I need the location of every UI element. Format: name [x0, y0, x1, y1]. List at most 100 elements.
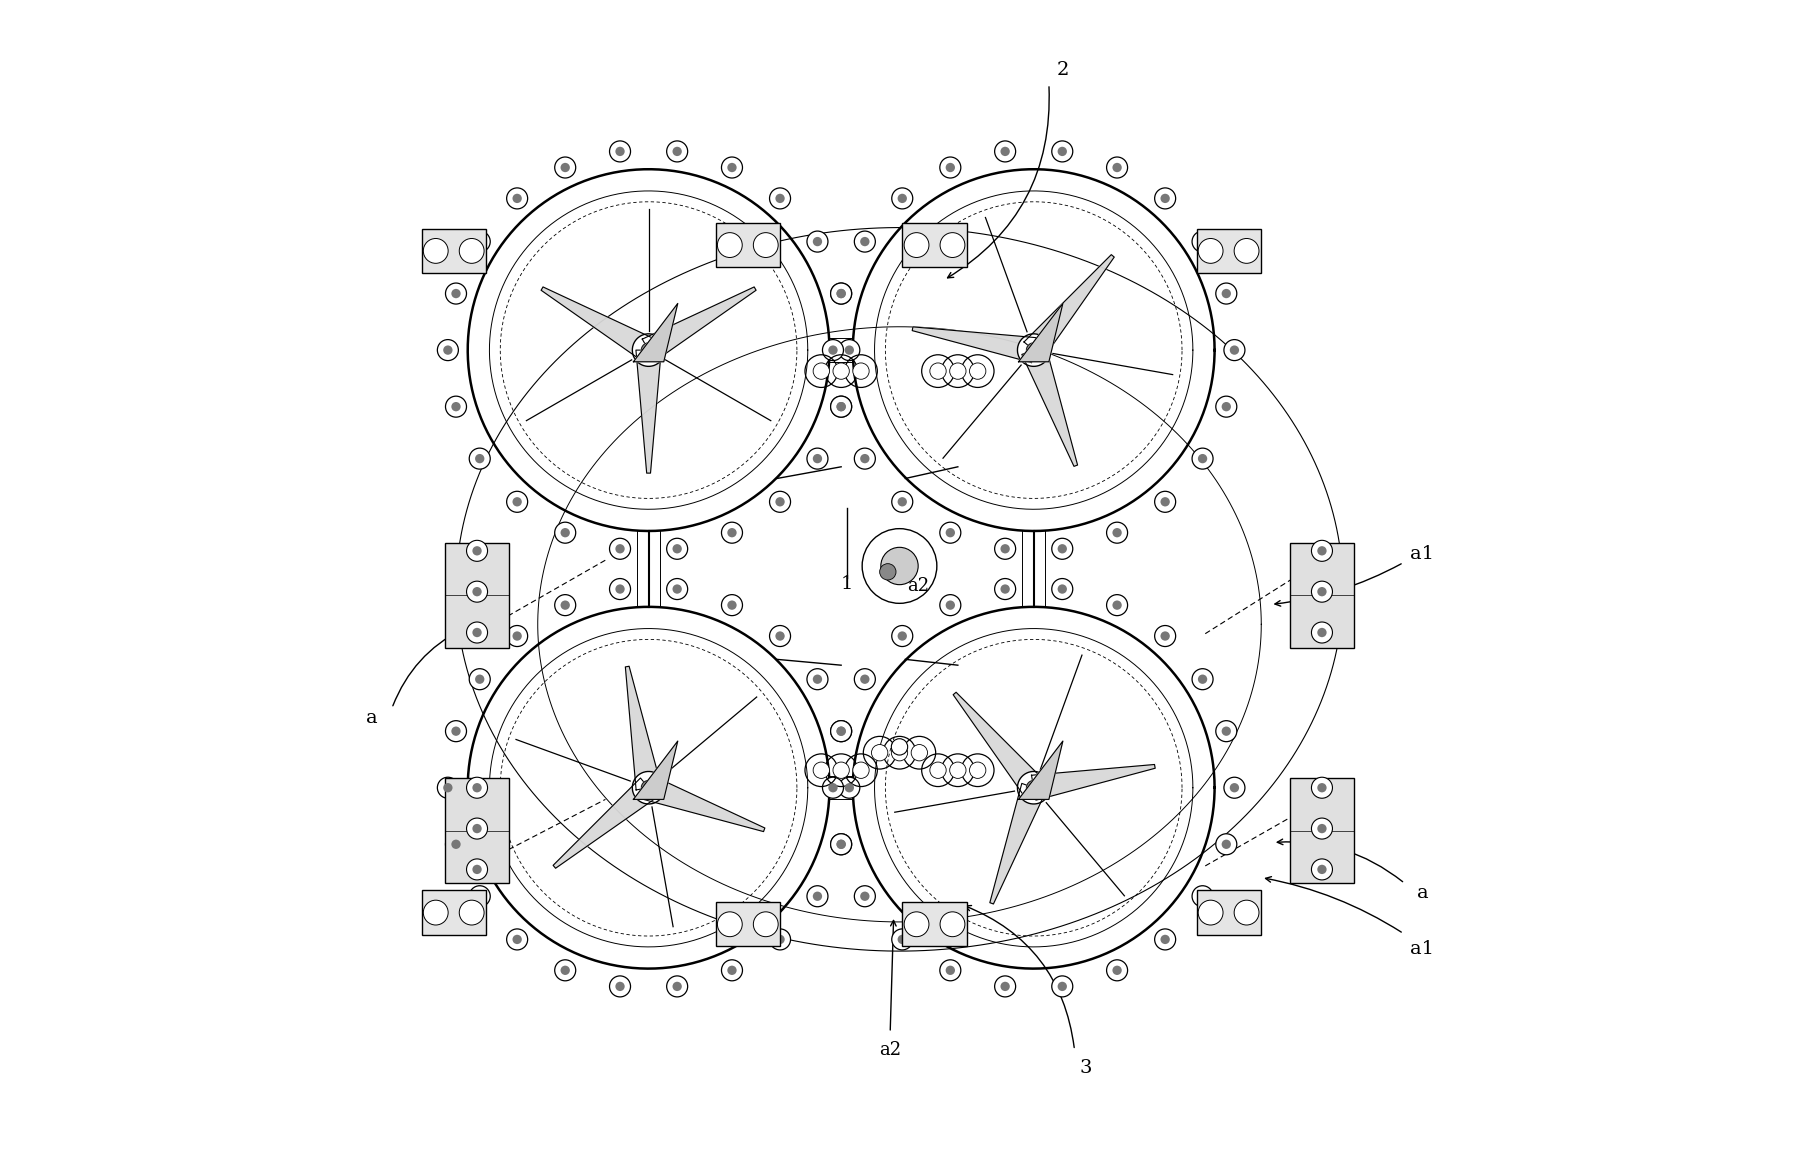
Circle shape [1215, 396, 1235, 417]
Circle shape [897, 631, 906, 641]
Circle shape [726, 163, 735, 173]
Circle shape [838, 340, 859, 361]
Circle shape [854, 886, 876, 907]
Bar [444, 778, 509, 883]
Circle shape [1197, 238, 1223, 264]
Polygon shape [644, 776, 764, 832]
Polygon shape [633, 303, 678, 362]
Circle shape [770, 929, 789, 950]
Circle shape [1154, 626, 1176, 647]
Circle shape [1223, 340, 1244, 361]
Circle shape [836, 839, 845, 848]
Circle shape [1233, 238, 1259, 264]
Circle shape [1057, 544, 1066, 553]
Circle shape [807, 231, 827, 252]
Circle shape [845, 345, 854, 355]
Circle shape [831, 396, 850, 417]
Circle shape [1160, 935, 1169, 944]
Circle shape [813, 762, 829, 778]
Circle shape [721, 158, 743, 179]
Circle shape [897, 194, 906, 203]
Circle shape [473, 628, 482, 637]
Circle shape [1221, 839, 1230, 848]
Circle shape [836, 401, 845, 411]
Polygon shape [541, 287, 654, 361]
Circle shape [1154, 188, 1176, 209]
Bar [421, 890, 485, 935]
Circle shape [466, 777, 487, 798]
Circle shape [1052, 976, 1072, 997]
Polygon shape [1018, 334, 1050, 366]
Circle shape [1316, 783, 1325, 792]
Circle shape [854, 231, 876, 252]
Circle shape [813, 454, 822, 463]
Circle shape [1215, 833, 1235, 854]
Circle shape [879, 564, 895, 580]
Circle shape [1311, 622, 1332, 643]
Circle shape [512, 194, 521, 203]
Circle shape [1111, 601, 1122, 610]
Circle shape [466, 818, 487, 839]
Circle shape [770, 491, 789, 512]
Circle shape [475, 892, 484, 901]
Bar [716, 223, 780, 267]
Circle shape [969, 762, 985, 778]
Circle shape [832, 762, 849, 778]
Circle shape [721, 595, 743, 616]
Circle shape [469, 448, 491, 469]
Circle shape [466, 859, 487, 880]
Circle shape [904, 232, 928, 258]
Circle shape [1223, 777, 1244, 798]
Circle shape [827, 345, 838, 355]
Circle shape [1221, 289, 1230, 299]
Bar [1289, 778, 1354, 883]
Circle shape [852, 363, 868, 379]
Circle shape [807, 886, 827, 907]
Circle shape [561, 965, 570, 974]
Circle shape [940, 232, 964, 258]
Bar [421, 229, 485, 273]
Circle shape [442, 345, 453, 355]
Polygon shape [631, 334, 665, 366]
Polygon shape [633, 741, 678, 799]
Circle shape [667, 141, 687, 162]
Text: a2: a2 [906, 576, 930, 595]
Circle shape [892, 491, 912, 512]
Circle shape [1106, 158, 1127, 179]
Circle shape [775, 194, 784, 203]
Circle shape [1316, 546, 1325, 555]
Circle shape [939, 959, 960, 980]
Text: a1: a1 [1410, 545, 1433, 564]
Circle shape [1160, 497, 1169, 506]
Circle shape [1311, 818, 1332, 839]
Circle shape [1311, 859, 1332, 880]
Circle shape [845, 783, 854, 792]
Circle shape [1160, 194, 1169, 203]
Circle shape [854, 669, 876, 690]
Circle shape [994, 579, 1016, 600]
Polygon shape [635, 350, 662, 473]
Circle shape [1192, 231, 1212, 252]
Polygon shape [1027, 343, 1041, 357]
Circle shape [822, 777, 843, 798]
Circle shape [446, 396, 466, 417]
Circle shape [1052, 141, 1072, 162]
Circle shape [892, 188, 912, 209]
Circle shape [1316, 865, 1325, 874]
Polygon shape [1027, 781, 1041, 795]
Circle shape [507, 929, 527, 950]
Circle shape [1192, 886, 1212, 907]
Circle shape [442, 783, 453, 792]
Circle shape [672, 544, 681, 553]
Circle shape [1197, 454, 1206, 463]
Circle shape [881, 547, 917, 585]
Circle shape [469, 231, 491, 252]
Circle shape [836, 839, 845, 848]
Circle shape [717, 232, 743, 258]
Circle shape [946, 163, 955, 173]
Circle shape [451, 401, 460, 411]
Circle shape [610, 976, 629, 997]
Circle shape [1230, 345, 1239, 355]
Circle shape [475, 675, 484, 684]
Circle shape [813, 363, 829, 379]
